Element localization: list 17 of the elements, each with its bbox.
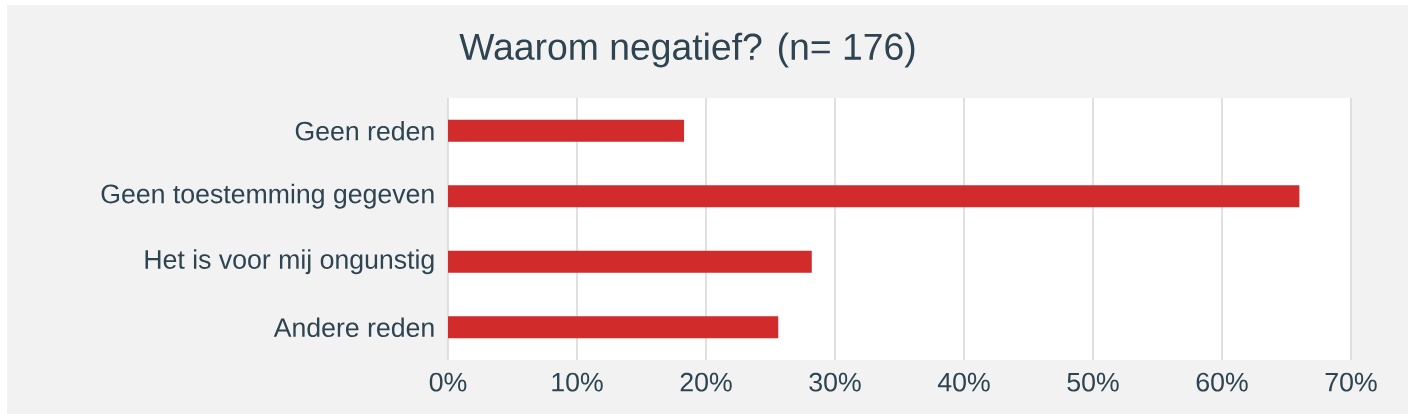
- bar: [448, 185, 1300, 208]
- bar: [448, 119, 685, 142]
- x-tick-label: 40%: [937, 372, 990, 392]
- x-tick-label: 30%: [809, 372, 861, 392]
- x-tick-label: 70%: [1325, 372, 1377, 392]
- x-tick-label: 0%: [429, 372, 467, 392]
- y-tick-label: Andere reden: [273, 317, 434, 338]
- x-tick-label: 10%: [552, 372, 603, 392]
- chart-title: Waarom negatief? (n= 176): [459, 32, 915, 68]
- y-tick-label: Geen toestemming gegeven: [101, 183, 434, 209]
- x-tick-label: 20%: [680, 372, 732, 392]
- x-tick-label: 50%: [1067, 372, 1119, 392]
- x-tick-label: 60%: [1196, 372, 1248, 392]
- bar: [448, 316, 779, 339]
- bar: [448, 250, 812, 273]
- y-tick-label: Het is voor mij ongunstig: [145, 249, 434, 275]
- y-tick-label: Geen reden: [295, 120, 434, 141]
